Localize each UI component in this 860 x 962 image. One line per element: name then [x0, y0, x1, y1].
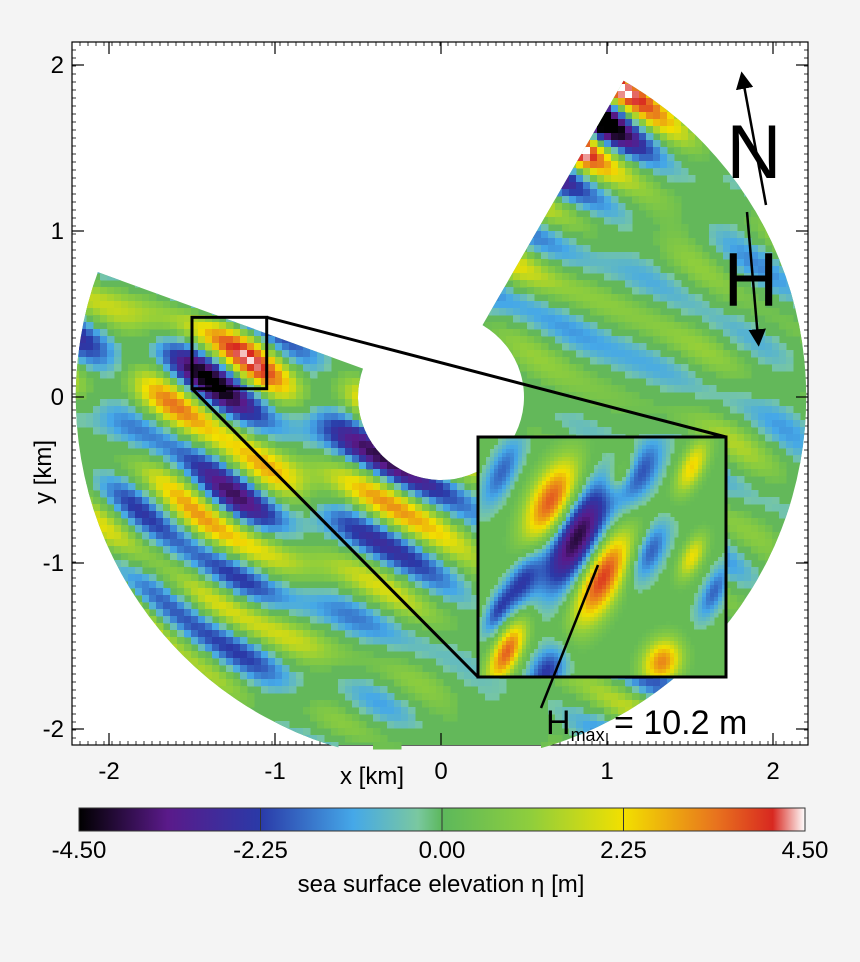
- compass: N H: [724, 71, 782, 347]
- y-tick-label: -1: [43, 550, 64, 577]
- hmax-pointer: [539, 564, 600, 709]
- x-tick-label: -1: [264, 758, 285, 785]
- x-tick-label: 0: [434, 758, 447, 785]
- colorbar-label: sea surface elevation η [m]: [298, 871, 585, 898]
- zoom-inset: [476, 435, 728, 679]
- y-axis-label: y [km]: [30, 440, 57, 504]
- zoom-box: [190, 315, 269, 391]
- y-tick-label: 1: [51, 218, 64, 245]
- y-tick-label: 2: [51, 52, 64, 79]
- y-axis-ticks: -2 -1 0 1 2: [43, 52, 808, 743]
- wave-direction-label: H: [724, 238, 779, 323]
- x-tick-label: 1: [600, 758, 613, 785]
- colorbar: -4.50 -2.25 0.00 2.25 4.50 sea surface eleva…: [52, 807, 829, 898]
- colorbar-tick-label: 4.50: [782, 837, 829, 864]
- north-arrow: [735, 71, 768, 206]
- y-tick-label: 0: [51, 384, 64, 411]
- north-label: N: [727, 110, 782, 195]
- x-tick-label: 2: [766, 758, 779, 785]
- x-axis-ticks: -2 -1 0 1 2: [98, 42, 780, 785]
- colorbar-tick-label: 0.00: [419, 837, 466, 864]
- hmax-annotation: Hmax = 10.2 m: [546, 704, 747, 745]
- colorbar-tick-label: 2.25: [600, 837, 647, 864]
- wave-direction-arrow: [745, 211, 766, 347]
- colorbar-tick-label: -2.25: [233, 837, 288, 864]
- x-tick-label: -2: [98, 758, 119, 785]
- zoom-connector-bottom: [190, 387, 480, 679]
- colorbar-tick-label: -4.50: [52, 837, 107, 864]
- zoom-connector-top: [266, 315, 727, 439]
- x-axis-label: x [km]: [340, 763, 404, 790]
- y-tick-label: -2: [43, 716, 64, 743]
